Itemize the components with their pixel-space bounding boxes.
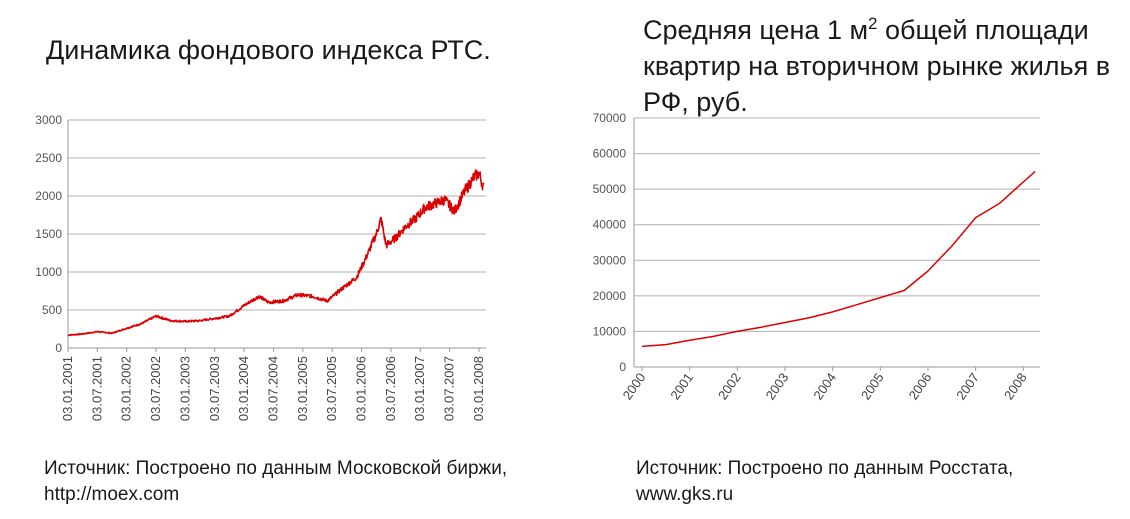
right-y-tick-label: 40000 [593, 218, 627, 232]
right-x-tick-label: 2006 [906, 370, 935, 402]
right-y-tick-label: 0 [619, 360, 626, 374]
right-x-tick-label: 2003 [763, 370, 792, 402]
left-y-tick-label: 3000 [35, 113, 62, 127]
right-y-tick-label: 30000 [593, 253, 627, 267]
left-x-tick-label: 03.07.2003 [207, 356, 222, 421]
left-y-tick-label: 2500 [35, 151, 62, 165]
left-series-line [67, 169, 485, 337]
left-source-note: Источник: Построено по данным Московской… [44, 458, 508, 505]
left-x-tick-label: 03.01.2003 [177, 356, 192, 421]
left-x-tick-label: 03.01.2004 [236, 356, 251, 421]
left-x-tick-label: 03.07.2006 [383, 356, 398, 421]
right-x-tick-label: 2001 [667, 370, 696, 402]
left-y-tick-label: 1500 [35, 227, 62, 241]
left-x-tick-label: 03.07.2005 [324, 356, 339, 421]
left-x-tick-label: 03.07.2004 [265, 356, 280, 421]
right-series-line [641, 170, 1036, 348]
right-chart-title: Средняя цена 1 м2 общей площади квартир … [643, 6, 1123, 120]
right-x-tick-label: 2007 [953, 370, 982, 402]
left-x-tick-label: 03.01.2008 [471, 356, 486, 421]
left-x-tick-label: 03.01.2005 [295, 356, 310, 421]
right-x-tick-label: 2000 [620, 370, 649, 402]
right-x-tick-label: 2008 [1001, 370, 1030, 402]
left-y-tick-label: 500 [42, 303, 62, 317]
right-x-tick-label: 2004 [810, 370, 839, 402]
right-x-tick-label: 2002 [715, 370, 744, 402]
right-source-note: Источник: Построено по данным Росстата, … [636, 458, 1014, 505]
left-chart-title: Динамика фондового индекса РТС. [46, 35, 491, 65]
right-x-tick-label: 2005 [858, 370, 887, 402]
left-y-tick-label: 1000 [35, 265, 62, 279]
left-x-tick-label: 03.07.2002 [148, 356, 163, 421]
left-y-tick-label: 0 [55, 341, 62, 355]
left-x-tick-label: 03.01.2002 [119, 356, 134, 421]
left-y-tick-label: 2000 [35, 189, 62, 203]
right-title-main: Средняя цена 1 м [643, 15, 869, 45]
left-x-tick-label: 03.01.2001 [60, 356, 75, 421]
right-y-tick-label: 10000 [593, 324, 627, 338]
right-title-superscript: 2 [868, 14, 878, 33]
left-chart: 0 500 1000 1500 2000 2500 3000 03.01.2001 03.07.… [35, 113, 486, 421]
right-title-rest: общей площади квартир на вторичном рынке… [643, 15, 1111, 117]
right-chart: 0 10000 20000 30000 40000 50000 60000 70000 2000… [593, 111, 1040, 402]
left-x-tick-label: 03.01.2006 [354, 356, 369, 421]
left-x-tick-label: 03.07.2001 [89, 356, 104, 421]
left-x-tick-label: 03.01.2007 [412, 356, 427, 421]
right-y-tick-label: 60000 [593, 147, 627, 161]
right-y-tick-label: 50000 [593, 182, 627, 196]
left-x-tick-label: 03.07.2007 [442, 356, 457, 421]
right-y-tick-label: 20000 [593, 289, 627, 303]
right-y-tick-label: 70000 [593, 111, 627, 125]
